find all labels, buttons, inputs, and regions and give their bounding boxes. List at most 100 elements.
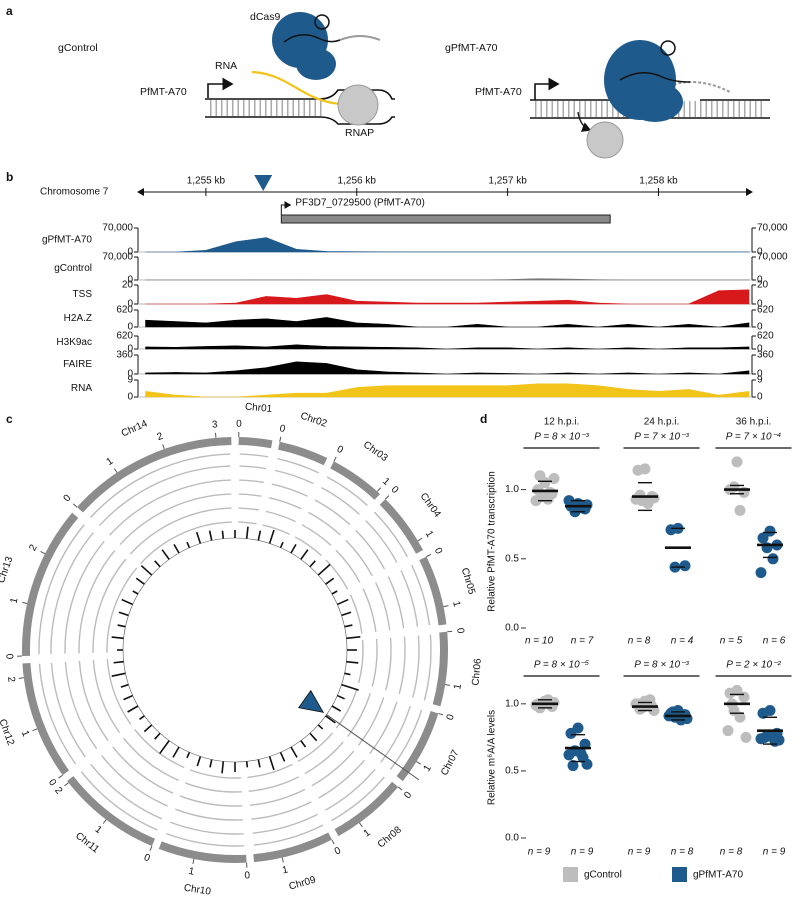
density-spike — [245, 526, 249, 539]
sgrna-tail — [339, 35, 381, 41]
track-ring — [274, 469, 314, 485]
track-ring — [50, 531, 95, 654]
chromosome-label: Chr10 — [183, 883, 212, 898]
track-ring — [80, 771, 158, 831]
track-ring — [389, 709, 423, 770]
chromosome-band — [77, 437, 232, 513]
p-value: P = 7 × 10⁻³ — [634, 432, 689, 443]
density-baseline — [122, 537, 348, 763]
y-tick-label: 0 — [127, 369, 133, 380]
tick — [22, 601, 28, 604]
dot — [563, 495, 575, 507]
n-label: n = 7 — [571, 636, 594, 647]
density-spike — [331, 590, 338, 595]
track-ring — [349, 594, 363, 634]
chromosome-label: Chr01 — [244, 401, 273, 415]
density-spike — [279, 751, 286, 762]
tick — [102, 819, 107, 824]
gene-tss-arrow — [280, 201, 292, 215]
y-tick-label: 9 — [757, 375, 763, 386]
density-spike — [336, 598, 349, 606]
track-ring — [362, 588, 377, 633]
track-ring — [92, 659, 121, 734]
chromosome-band — [432, 631, 448, 707]
dot — [759, 731, 771, 743]
track-ring — [78, 660, 109, 742]
density-spike — [245, 761, 249, 768]
x-tick-label: 1,255 kb — [187, 176, 226, 187]
panel-label: b — [6, 170, 13, 184]
y-tick-label: 0 — [757, 369, 763, 380]
track-ring — [304, 741, 344, 775]
track-ring — [64, 540, 105, 654]
y-tick-label: 0 — [757, 322, 763, 333]
density-spike — [120, 683, 129, 688]
density-spike — [121, 598, 134, 606]
density-spike — [221, 761, 225, 774]
dot — [734, 711, 746, 723]
density-spike — [186, 541, 191, 549]
density-spike — [208, 530, 213, 541]
dot — [665, 524, 677, 536]
chromosome-label: Chr07 — [439, 748, 462, 778]
y-axis-label: Relative m⁶A/A levels — [487, 710, 498, 805]
y-tick-label: 620 — [757, 331, 774, 342]
label: PfMT-A70 — [475, 86, 522, 98]
track-ring — [321, 487, 360, 515]
density-spike — [154, 732, 161, 740]
tick — [113, 468, 118, 473]
y-tick-label: 620 — [116, 331, 133, 342]
chromosome-band — [67, 776, 156, 847]
track-ring — [400, 570, 419, 627]
density-spike — [325, 715, 336, 724]
track-signal — [145, 278, 750, 281]
track-ring — [247, 763, 293, 779]
dot — [738, 691, 750, 703]
dot — [755, 567, 767, 579]
track-ring — [346, 693, 371, 738]
n-label: n = 6 — [763, 636, 786, 647]
dot — [534, 470, 546, 482]
chromosome-label: Chr12 — [0, 718, 16, 748]
chromosome-label: Chr05 — [459, 567, 477, 597]
p-value: P = 8 × 10⁻³ — [634, 660, 689, 671]
tick-label: 2 — [156, 431, 165, 443]
track-ring — [248, 776, 300, 793]
dot — [567, 760, 579, 772]
y-tick-label: 20 — [122, 280, 134, 291]
track-ring — [238, 521, 257, 525]
density-spike — [317, 563, 331, 576]
density-spike — [186, 751, 191, 759]
tick — [32, 728, 38, 732]
label: RNA — [215, 60, 237, 72]
track-name: gPfMT-A70 — [42, 235, 92, 246]
y-tick-label: 0.5 — [505, 553, 519, 564]
tick-label: 1 — [380, 476, 392, 488]
n-label: n = 8 — [628, 636, 651, 647]
dot — [634, 489, 646, 501]
track-ring — [170, 821, 244, 835]
track-ring — [134, 729, 185, 769]
track-name: RNA — [71, 383, 92, 394]
panel-label: c — [6, 412, 13, 426]
tick-label: 1 — [362, 827, 373, 839]
track-ring — [90, 453, 231, 519]
track-ring — [123, 737, 179, 782]
track-ring — [119, 493, 232, 546]
tick-label: 2 — [27, 543, 40, 553]
density-spike — [140, 565, 153, 576]
track-ring — [238, 507, 260, 511]
dot — [577, 752, 589, 763]
dot — [757, 707, 769, 719]
y-tick-label: 0 — [127, 299, 133, 310]
y-tick-label: 0 — [127, 275, 133, 286]
tick-label: 0 — [236, 419, 242, 430]
track-ring — [358, 639, 364, 684]
arrow — [577, 111, 592, 132]
track-ring — [314, 499, 351, 526]
track-ring — [175, 808, 244, 821]
marker-triangle — [298, 689, 325, 713]
tick — [162, 444, 165, 450]
density-spike — [344, 672, 351, 676]
tick-label: 1 — [422, 763, 435, 774]
